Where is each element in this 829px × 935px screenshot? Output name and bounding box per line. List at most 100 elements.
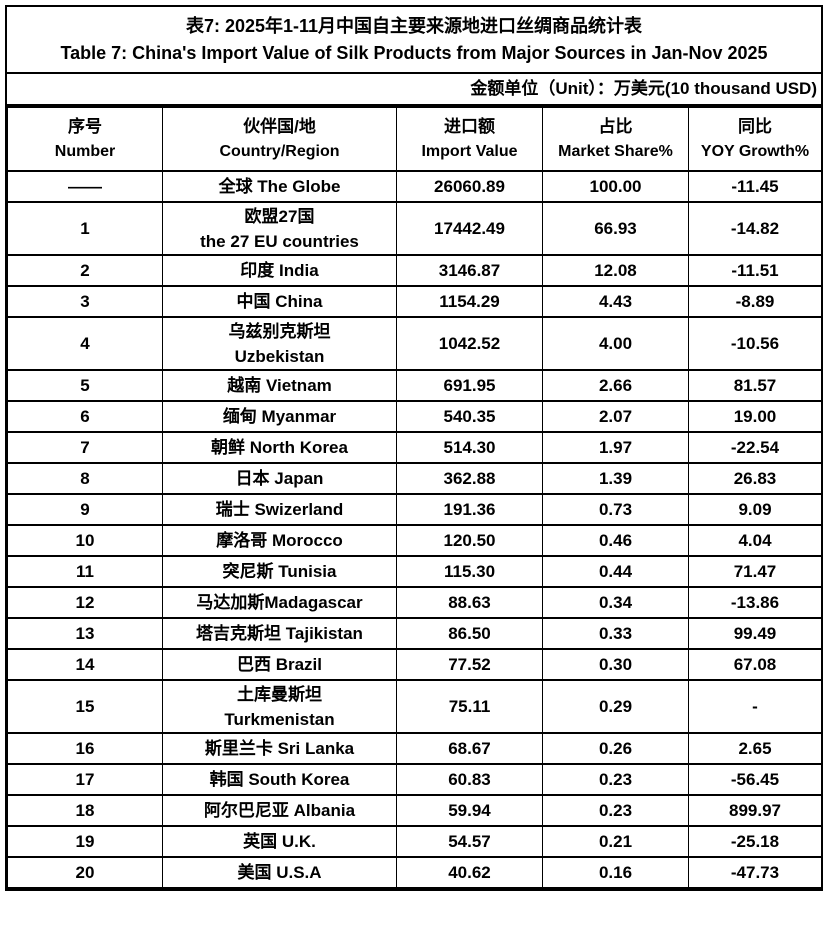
table-row: 18 阿尔巴尼亚 Albania 59.94 0.23 899.97 xyxy=(7,794,822,827)
table-row: 9 瑞士 Swizerland 191.36 0.73 9.09 xyxy=(7,493,822,526)
cell-market-share: 0.16 xyxy=(542,856,689,889)
cell-market-share: 12.08 xyxy=(542,254,689,287)
cell-import-value: 120.50 xyxy=(396,524,543,557)
cell-yoy-growth: -14.82 xyxy=(688,201,822,256)
cell-number: 10 xyxy=(7,524,163,557)
column-header-number: 序号 Number xyxy=(7,106,163,172)
cell-number: 20 xyxy=(7,856,163,889)
cell-country: 中国 China xyxy=(162,285,397,318)
cell-market-share: 0.23 xyxy=(542,794,689,827)
cell-country: 朝鲜 North Korea xyxy=(162,431,397,464)
cell-yoy-growth: 67.08 xyxy=(688,648,822,681)
cell-country: 越南 Vietnam xyxy=(162,369,397,402)
table-row: 16 斯里兰卡 Sri Lanka 68.67 0.26 2.65 xyxy=(7,732,822,765)
cell-country: 土库曼斯坦 Turkmenistan xyxy=(162,679,397,734)
table-row: 17 韩国 South Korea 60.83 0.23 -56.45 xyxy=(7,763,822,796)
cell-yoy-growth: - xyxy=(688,679,822,734)
cell-import-value: 17442.49 xyxy=(396,201,543,256)
cell-country: 马达加斯Madagascar xyxy=(162,586,397,619)
cell-number: 2 xyxy=(7,254,163,287)
cell-market-share: 0.73 xyxy=(542,493,689,526)
cell-import-value: 362.88 xyxy=(396,462,543,495)
column-header-import-value: 进口额 Import Value xyxy=(396,106,543,172)
cell-number: 17 xyxy=(7,763,163,796)
cell-market-share: 2.07 xyxy=(542,400,689,433)
cell-country: 突尼斯 Tunisia xyxy=(162,555,397,588)
cell-country: 欧盟27国 the 27 EU countries xyxy=(162,201,397,256)
table-row: 7 朝鲜 North Korea 514.30 1.97 -22.54 xyxy=(7,431,822,464)
cell-country: 英国 U.K. xyxy=(162,825,397,858)
cell-number: 19 xyxy=(7,825,163,858)
cell-import-value: 60.83 xyxy=(396,763,543,796)
cell-number: 18 xyxy=(7,794,163,827)
table-row: 6 缅甸 Myanmar 540.35 2.07 19.00 xyxy=(7,400,822,433)
cell-import-value: 191.36 xyxy=(396,493,543,526)
cell-number: 11 xyxy=(7,555,163,588)
cell-yoy-growth: 71.47 xyxy=(688,555,822,588)
column-header-number-en: Number xyxy=(54,143,116,160)
column-header-import-value-cn: 进口额 xyxy=(444,117,495,136)
cell-country: 摩洛哥 Morocco xyxy=(162,524,397,557)
cell-country: 瑞士 Swizerland xyxy=(162,493,397,526)
column-header-market-share-cn: 占比 xyxy=(598,117,633,136)
table-row: 1 欧盟27国 the 27 EU countries 17442.49 66.… xyxy=(7,201,822,256)
cell-yoy-growth: 9.09 xyxy=(688,493,822,526)
cell-country: 美国 U.S.A xyxy=(162,856,397,889)
cell-yoy-growth: 899.97 xyxy=(688,794,822,827)
cell-market-share: 4.00 xyxy=(542,316,689,371)
cell-import-value: 1154.29 xyxy=(396,285,543,318)
table-row: 14 巴西 Brazil 77.52 0.30 67.08 xyxy=(7,648,822,681)
cell-number: 9 xyxy=(7,493,163,526)
cell-number: 4 xyxy=(7,316,163,371)
cell-import-value: 40.62 xyxy=(396,856,543,889)
cell-market-share: 0.29 xyxy=(542,679,689,734)
column-header-yoy-growth-en: YOY Growth% xyxy=(700,143,810,160)
cell-import-value: 115.30 xyxy=(396,555,543,588)
statistics-table-sheet: 表7: 2025年1-11月中国自主要来源地进口丝绸商品统计表 Table 7:… xyxy=(5,5,823,891)
cell-number: 3 xyxy=(7,285,163,318)
page-title-cn: 表7: 2025年1-11月中国自主要来源地进口丝绸商品统计表 xyxy=(185,16,643,36)
column-header-yoy-growth: 同比 YOY Growth% xyxy=(688,106,822,172)
table-row: 3 中国 China 1154.29 4.43 -8.89 xyxy=(7,285,822,318)
cell-yoy-growth: -25.18 xyxy=(688,825,822,858)
cell-number: 15 xyxy=(7,679,163,734)
table-row: 4 乌兹别克斯坦 Uzbekistan 1042.52 4.00 -10.56 xyxy=(7,316,822,371)
cell-market-share: 4.43 xyxy=(542,285,689,318)
cell-country: 阿尔巴尼亚 Albania xyxy=(162,794,397,827)
cell-import-value: 3146.87 xyxy=(396,254,543,287)
cell-market-share: 100.00 xyxy=(542,170,689,203)
table-header-row: 序号 Number 伙伴国/地 Country/Region 进口额 Impor… xyxy=(7,106,822,172)
cell-import-value: 59.94 xyxy=(396,794,543,827)
cell-import-value: 77.52 xyxy=(396,648,543,681)
table-row: 13 塔吉克斯坦 Tajikistan 86.50 0.33 99.49 xyxy=(7,617,822,650)
cell-number: 5 xyxy=(7,369,163,402)
cell-yoy-growth: -11.45 xyxy=(688,170,822,203)
cell-yoy-growth: -56.45 xyxy=(688,763,822,796)
cell-yoy-growth: -8.89 xyxy=(688,285,822,318)
cell-country: 乌兹别克斯坦 Uzbekistan xyxy=(162,316,397,371)
cell-import-value: 1042.52 xyxy=(396,316,543,371)
cell-yoy-growth: -47.73 xyxy=(688,856,822,889)
cell-import-value: 540.35 xyxy=(396,400,543,433)
cell-number: 8 xyxy=(7,462,163,495)
cell-import-value: 691.95 xyxy=(396,369,543,402)
column-header-country-en: Country/Region xyxy=(219,143,340,160)
cell-number: 6 xyxy=(7,400,163,433)
table-row: 15 土库曼斯坦 Turkmenistan 75.11 0.29 - xyxy=(7,679,822,734)
cell-country: 缅甸 Myanmar xyxy=(162,400,397,433)
table-title-block: 表7: 2025年1-11月中国自主要来源地进口丝绸商品统计表 Table 7:… xyxy=(7,7,821,74)
cell-import-value: 54.57 xyxy=(396,825,543,858)
column-header-yoy-growth-cn: 同比 xyxy=(738,117,772,136)
table-row: 8 日本 Japan 362.88 1.39 26.83 xyxy=(7,462,822,495)
table-row: 12 马达加斯Madagascar 88.63 0.34 -13.86 xyxy=(7,586,822,619)
cell-country: 塔吉克斯坦 Tajikistan xyxy=(162,617,397,650)
cell-import-value: 26060.89 xyxy=(396,170,543,203)
import-data-table: 序号 Number 伙伴国/地 Country/Region 进口额 Impor… xyxy=(7,106,822,889)
column-header-number-cn: 序号 xyxy=(68,117,102,136)
cell-yoy-growth: 99.49 xyxy=(688,617,822,650)
cell-number: 16 xyxy=(7,732,163,765)
column-header-market-share-en: Market Share% xyxy=(558,143,673,160)
cell-market-share: 0.34 xyxy=(542,586,689,619)
cell-yoy-growth: 81.57 xyxy=(688,369,822,402)
cell-market-share: 0.44 xyxy=(542,555,689,588)
